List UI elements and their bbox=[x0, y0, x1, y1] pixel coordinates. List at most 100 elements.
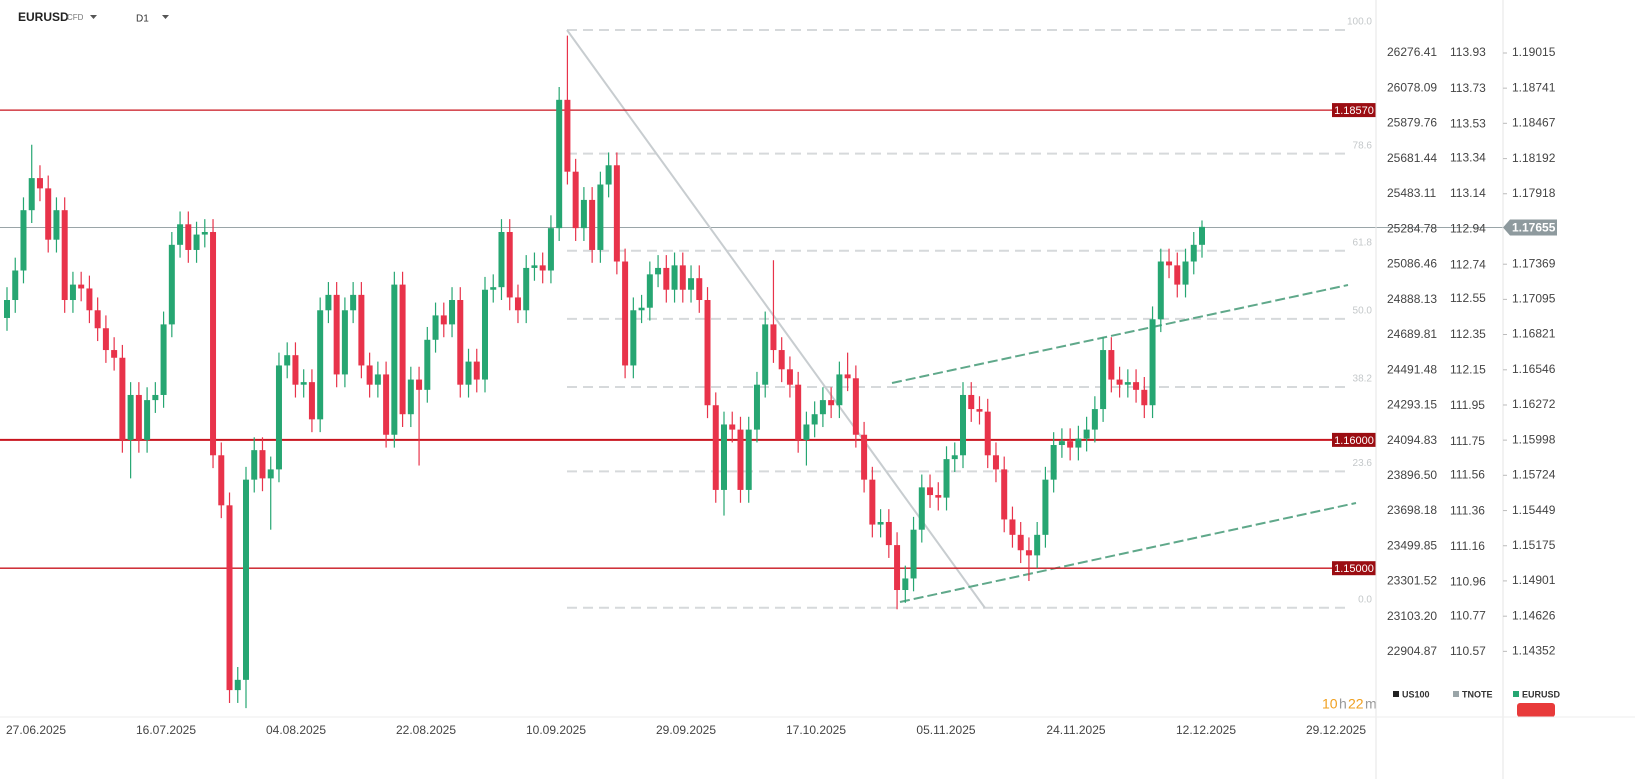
candle-body bbox=[910, 529, 917, 579]
tnote-tick-label: 111.75 bbox=[1450, 434, 1485, 448]
candle-body bbox=[69, 284, 76, 301]
candle-body bbox=[828, 400, 835, 406]
candle-body bbox=[622, 261, 629, 366]
y-tick-label: 1.16272 bbox=[1512, 397, 1556, 411]
candle-body bbox=[869, 479, 876, 525]
dropdown-arrow[interactable] bbox=[90, 15, 97, 19]
candle-body bbox=[1058, 441, 1065, 446]
candle-body bbox=[234, 679, 241, 691]
candle-body bbox=[1091, 409, 1098, 430]
candle-body bbox=[795, 384, 802, 440]
x-tick-label: 22.08.2025 bbox=[396, 723, 456, 737]
candle-body bbox=[836, 374, 843, 406]
candle-body bbox=[284, 355, 291, 366]
candle-body bbox=[927, 487, 934, 496]
fib-label: 0.0 bbox=[1358, 594, 1372, 605]
us100-tick-label: 23103.20 bbox=[1387, 609, 1437, 623]
candle-body bbox=[1009, 519, 1016, 535]
y-tick-label: 1.18192 bbox=[1512, 151, 1556, 165]
candle-body bbox=[383, 374, 390, 435]
candle-body bbox=[1108, 350, 1115, 380]
dropdown-arrow[interactable] bbox=[162, 15, 169, 19]
candle-body bbox=[630, 310, 637, 366]
us100-tick-label: 24293.15 bbox=[1387, 398, 1437, 412]
candle-body bbox=[308, 382, 315, 420]
y-tick-label: 1.19015 bbox=[1512, 45, 1556, 59]
candle-body bbox=[28, 178, 35, 211]
instrument-type: CFD bbox=[67, 13, 84, 22]
interval[interactable]: D1 bbox=[136, 14, 149, 25]
us100-tick-label: 24094.83 bbox=[1387, 433, 1437, 447]
candle-body bbox=[473, 361, 480, 380]
candle-body bbox=[696, 278, 703, 301]
candle-body bbox=[753, 384, 760, 430]
candle-body bbox=[12, 270, 19, 301]
x-tick-label: 12.12.2025 bbox=[1176, 723, 1236, 737]
candle-body bbox=[1025, 550, 1032, 556]
legend-label: EURUSD bbox=[1522, 689, 1561, 699]
tnote-tick-label: 110.96 bbox=[1450, 575, 1486, 589]
tnote-tick-label: 113.14 bbox=[1450, 186, 1486, 200]
us100-tick-label: 25681.44 bbox=[1387, 151, 1437, 165]
x-tick-label: 04.08.2025 bbox=[266, 723, 326, 737]
candle-body bbox=[1017, 534, 1024, 551]
candle-body bbox=[407, 379, 414, 415]
price-level-label: 1.15000 bbox=[1334, 563, 1374, 575]
candle-body bbox=[102, 328, 109, 351]
candle-body bbox=[770, 324, 777, 351]
candle-body bbox=[152, 394, 159, 401]
candle-body bbox=[1042, 479, 1049, 535]
candle-body bbox=[712, 405, 719, 490]
us100-tick-label: 26276.41 bbox=[1387, 45, 1437, 59]
candle-body bbox=[589, 199, 596, 250]
candle-body bbox=[457, 300, 464, 385]
us100-tick-label: 23896.50 bbox=[1387, 468, 1437, 482]
candle-body bbox=[737, 429, 744, 490]
candle-body bbox=[275, 365, 282, 470]
candle-body bbox=[45, 188, 52, 240]
price-level-tag bbox=[1332, 432, 1376, 447]
candle-body bbox=[177, 224, 184, 245]
legend-label: TNOTE bbox=[1462, 689, 1493, 699]
candle-body bbox=[333, 294, 340, 375]
x-tick-label: 10.09.2025 bbox=[526, 723, 586, 737]
y-tick-label: 1.17369 bbox=[1512, 256, 1556, 270]
candle-body bbox=[885, 522, 892, 546]
candle-body bbox=[655, 267, 662, 275]
candle-body bbox=[1174, 265, 1181, 285]
candle-body bbox=[449, 300, 456, 325]
action-button[interactable] bbox=[1517, 703, 1555, 717]
candle-body bbox=[811, 414, 818, 425]
tnote-tick-label: 113.93 bbox=[1450, 45, 1486, 59]
candle-body bbox=[547, 228, 554, 271]
legend-swatch bbox=[1393, 691, 1399, 697]
tnote-tick-label: 110.57 bbox=[1450, 644, 1486, 658]
candle-body bbox=[679, 265, 686, 290]
candle-body bbox=[935, 495, 942, 498]
y-tick-label: 1.15724 bbox=[1512, 467, 1556, 481]
candle-body bbox=[572, 171, 579, 229]
candle-body bbox=[786, 369, 793, 385]
candle-body bbox=[984, 411, 991, 456]
candle-body bbox=[514, 297, 521, 311]
legend-label: US100 bbox=[1402, 689, 1430, 699]
candle-body bbox=[350, 294, 357, 311]
candle-body bbox=[490, 287, 497, 290]
candle-body bbox=[1124, 382, 1131, 385]
candle-body bbox=[1001, 469, 1008, 520]
candle-body bbox=[861, 434, 868, 480]
symbol[interactable]: EURUSD bbox=[18, 10, 69, 24]
candle-body bbox=[704, 300, 711, 406]
x-tick-label: 29.09.2025 bbox=[656, 723, 716, 737]
timer-minutes: 22 bbox=[1348, 696, 1364, 712]
candle-body bbox=[729, 424, 736, 430]
candle-body bbox=[992, 455, 999, 470]
candle-body bbox=[539, 265, 546, 271]
candle-body bbox=[119, 357, 126, 440]
x-tick-label: 24.11.2025 bbox=[1046, 723, 1105, 737]
tnote-tick-label: 112.35 bbox=[1450, 327, 1486, 341]
tnote-tick-label: 111.16 bbox=[1450, 539, 1485, 553]
tnote-tick-label: 112.55 bbox=[1450, 291, 1486, 305]
candle-body bbox=[523, 267, 530, 311]
y-tick-label: 1.17095 bbox=[1512, 292, 1556, 306]
